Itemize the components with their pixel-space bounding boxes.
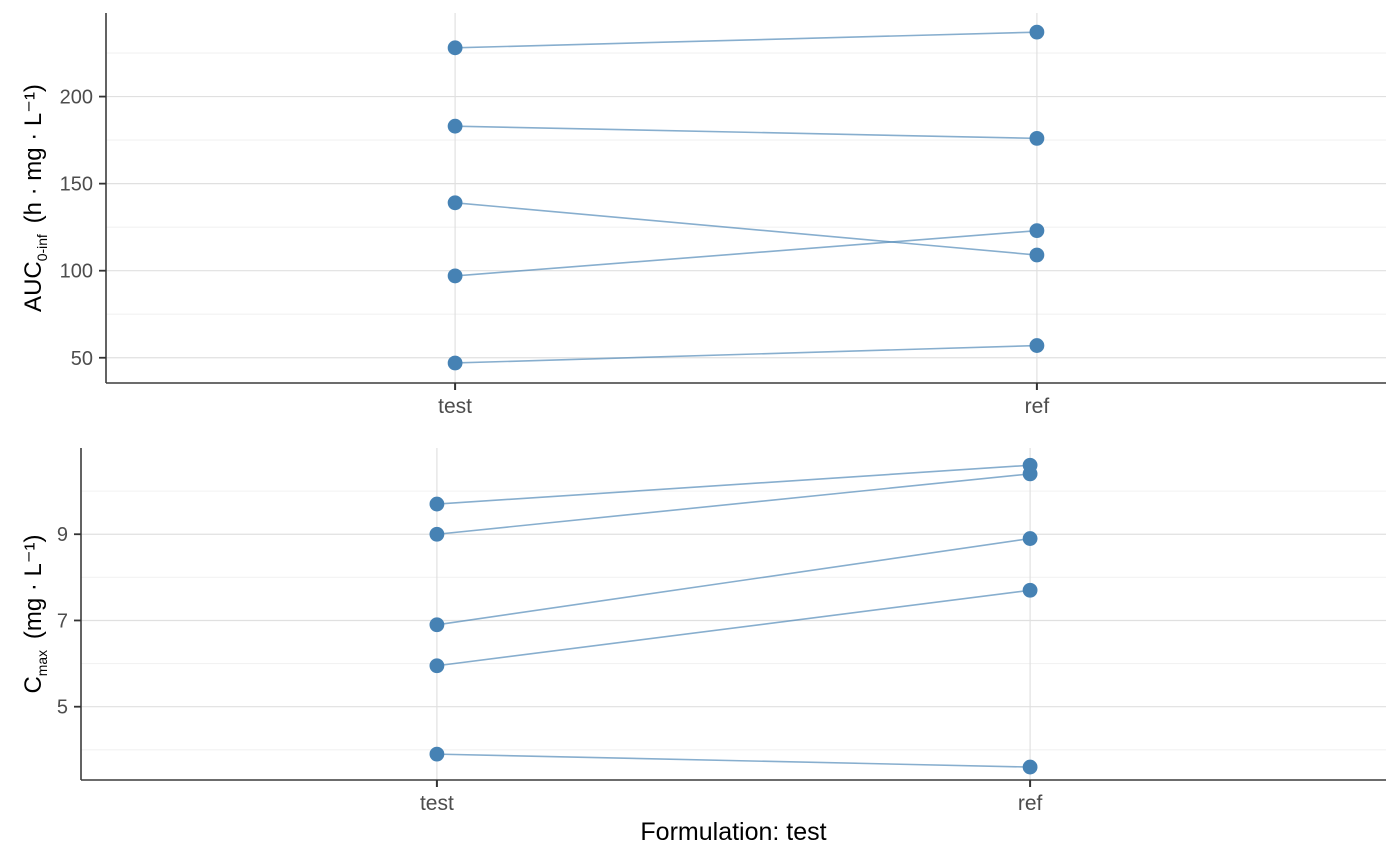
pair-line bbox=[436, 537, 1031, 626]
pair-line bbox=[436, 473, 1031, 536]
cmax-y-axis-title: Cmax (mg · L⁻¹) bbox=[20, 534, 50, 694]
auc-y-axis-title-subscript: 0-inf bbox=[33, 234, 50, 262]
data-point bbox=[1029, 24, 1045, 40]
x-tick-label-test: test bbox=[420, 792, 454, 815]
y-tick-label: 9 bbox=[57, 524, 68, 546]
data-point bbox=[1022, 466, 1038, 482]
x-axis-title: Formulation: test bbox=[640, 818, 827, 846]
y-tick-label: 100 bbox=[60, 261, 93, 283]
data-point bbox=[447, 118, 463, 134]
data-point bbox=[429, 617, 445, 633]
pair-line bbox=[455, 31, 1037, 49]
data-point bbox=[1022, 531, 1038, 546]
data-point bbox=[447, 355, 463, 371]
data-point bbox=[429, 658, 445, 674]
data-point bbox=[1029, 130, 1045, 146]
data-point bbox=[1022, 759, 1038, 775]
pair-line bbox=[436, 589, 1031, 667]
x-tick-label-ref: ref bbox=[1025, 395, 1050, 418]
data-point bbox=[1022, 582, 1038, 598]
auc-y-axis-title-text: AUC bbox=[20, 261, 48, 312]
auc-y-axis-title-unit: (h · mg · L⁻¹) bbox=[20, 84, 48, 224]
data-point bbox=[429, 496, 445, 512]
cmax-plot: 5 7 9 test ref bbox=[57, 448, 1386, 815]
data-point bbox=[429, 526, 445, 542]
pair-line bbox=[455, 344, 1037, 364]
data-point bbox=[447, 40, 463, 56]
auc-plot: 50 100 150 200 test ref bbox=[60, 13, 1386, 418]
pair-line bbox=[455, 201, 1037, 256]
data-point bbox=[1029, 247, 1045, 263]
y-tick-label: 200 bbox=[60, 87, 93, 109]
data-point bbox=[1029, 223, 1045, 239]
x-tick-label-test: test bbox=[438, 395, 472, 418]
data-point bbox=[447, 268, 463, 284]
cmax-y-axis-title-subscript: max bbox=[33, 649, 50, 677]
pair-line bbox=[455, 125, 1037, 140]
y-tick-label: 150 bbox=[60, 174, 93, 196]
data-point bbox=[429, 746, 445, 762]
cmax-y-axis-title-text: C bbox=[20, 676, 48, 694]
y-tick-label: 5 bbox=[57, 697, 68, 719]
pair-line bbox=[436, 753, 1031, 768]
pair-line bbox=[436, 464, 1031, 505]
cmax-y-axis-title-unit: (mg · L⁻¹) bbox=[20, 534, 48, 640]
data-point bbox=[1029, 338, 1045, 353]
x-tick-label-ref: ref bbox=[1018, 792, 1043, 815]
y-tick-label: 7 bbox=[57, 610, 68, 632]
auc-y-axis-title: AUC0-inf (h · mg · L⁻¹) bbox=[20, 84, 50, 312]
y-tick-label: 50 bbox=[71, 348, 93, 370]
pair-line bbox=[455, 229, 1037, 277]
data-point bbox=[447, 195, 463, 211]
